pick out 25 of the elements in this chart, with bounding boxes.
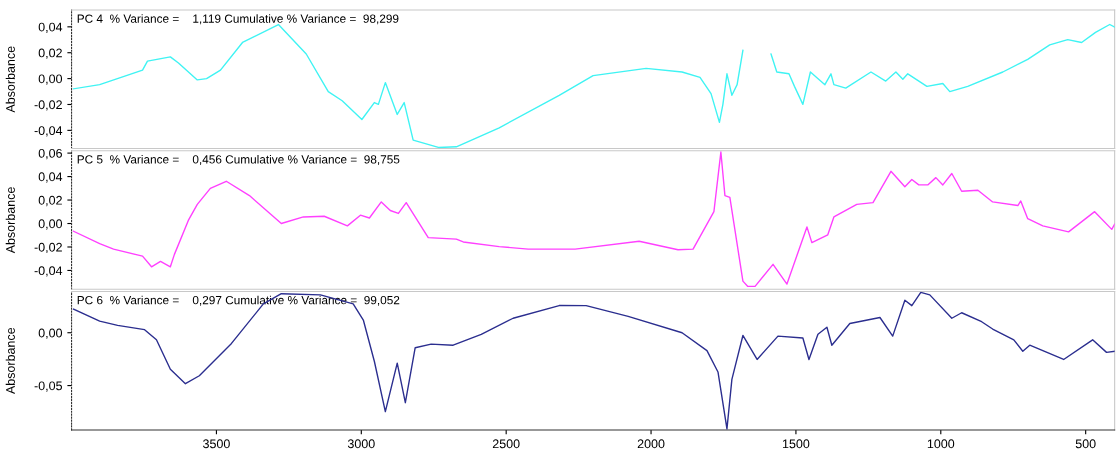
y-axis-title: Absorbance xyxy=(5,187,15,254)
y-tick-label: -0,04 xyxy=(34,126,63,137)
y-tick-label: 0,00 xyxy=(38,74,63,85)
y-tick-label: 0,02 xyxy=(38,48,62,59)
y-tick-label: 0,02 xyxy=(38,195,62,207)
y-tick-label: 0,06 xyxy=(38,148,62,160)
x-tick-label: 1000 xyxy=(927,439,955,449)
y-tick-label: -0,02 xyxy=(34,242,62,254)
x-tick-label: 3000 xyxy=(347,439,375,449)
y-axis-title: Absorbance xyxy=(5,327,15,395)
y-tick-label: -0,04 xyxy=(34,266,63,277)
y-axis-title: Absorbance xyxy=(5,46,15,113)
y-tick-label: 0,00 xyxy=(38,328,63,339)
y-tick-label: -0,02 xyxy=(34,100,62,111)
x-tick-label: 2000 xyxy=(637,439,665,449)
x-tick-label: 3500 xyxy=(203,439,230,449)
chart-title: PC 4 % Variance = 1,119 Cumulative % Variance = 98,299 xyxy=(77,14,399,25)
y-tick-label: 0,00 xyxy=(38,219,63,230)
y-tick-label: 0,04 xyxy=(38,172,63,183)
x-tick-label: 2500 xyxy=(492,439,520,449)
chart-title: PC 5 % Variance = 0,456 Cumulative % Variance = 98,755 xyxy=(77,154,400,165)
x-tick-label: 500 xyxy=(1075,439,1096,449)
x-tick-label: 1500 xyxy=(782,439,810,449)
y-tick-label: -0,05 xyxy=(34,381,62,392)
y-tick-label: 0,04 xyxy=(38,22,63,33)
